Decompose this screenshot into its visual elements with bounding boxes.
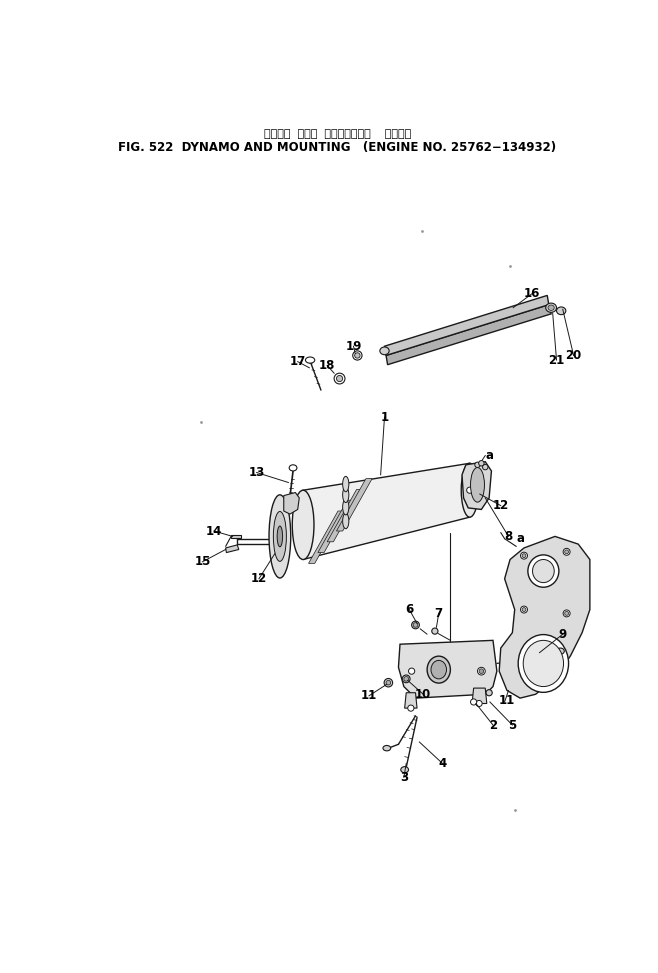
Ellipse shape [353, 351, 362, 360]
Text: 3: 3 [400, 771, 408, 784]
Polygon shape [384, 296, 549, 355]
Ellipse shape [355, 353, 360, 358]
Text: 9: 9 [559, 628, 567, 640]
Ellipse shape [545, 304, 557, 312]
Ellipse shape [523, 640, 563, 687]
Ellipse shape [467, 487, 473, 493]
Polygon shape [318, 500, 353, 553]
Text: 20: 20 [565, 349, 582, 362]
Ellipse shape [412, 621, 419, 629]
Text: 5: 5 [508, 718, 517, 732]
Ellipse shape [475, 462, 480, 467]
Ellipse shape [557, 306, 566, 314]
Ellipse shape [482, 464, 488, 470]
Ellipse shape [522, 554, 526, 558]
Text: 12: 12 [251, 572, 267, 586]
Ellipse shape [343, 499, 349, 515]
Text: 6: 6 [405, 603, 413, 616]
Text: a: a [517, 532, 524, 545]
Ellipse shape [532, 559, 554, 583]
Text: 17: 17 [290, 355, 306, 368]
Ellipse shape [427, 656, 450, 683]
Ellipse shape [557, 648, 565, 654]
Ellipse shape [431, 661, 447, 679]
Ellipse shape [520, 606, 528, 613]
Text: 12: 12 [493, 499, 509, 512]
Ellipse shape [404, 676, 409, 681]
Ellipse shape [520, 553, 528, 559]
Polygon shape [462, 462, 492, 510]
Polygon shape [226, 545, 239, 553]
Text: 11: 11 [499, 694, 515, 707]
Polygon shape [499, 536, 590, 698]
Ellipse shape [476, 701, 482, 706]
Text: 11: 11 [361, 689, 377, 703]
Ellipse shape [409, 668, 415, 674]
Ellipse shape [343, 477, 349, 491]
Text: 10: 10 [415, 688, 432, 701]
Ellipse shape [470, 699, 477, 705]
Ellipse shape [273, 512, 286, 561]
Ellipse shape [336, 376, 343, 381]
Ellipse shape [478, 460, 484, 466]
Ellipse shape [519, 634, 569, 693]
Text: 15: 15 [194, 556, 211, 568]
Ellipse shape [334, 374, 345, 384]
Polygon shape [327, 489, 363, 542]
Text: a: a [485, 450, 494, 462]
Text: ダイナモ  および  マウンティング    適用号機: ダイナモ および マウンティング 適用号機 [264, 128, 411, 139]
Ellipse shape [413, 623, 418, 628]
Polygon shape [472, 688, 487, 703]
Text: 19: 19 [345, 340, 362, 353]
Polygon shape [303, 463, 470, 559]
Ellipse shape [305, 357, 315, 363]
Ellipse shape [408, 705, 414, 711]
Polygon shape [386, 305, 551, 365]
Text: 8: 8 [505, 530, 513, 543]
Ellipse shape [461, 463, 478, 518]
Ellipse shape [565, 611, 569, 615]
Polygon shape [399, 640, 497, 698]
Ellipse shape [528, 555, 559, 588]
Ellipse shape [432, 628, 438, 634]
Text: 4: 4 [438, 757, 447, 770]
Ellipse shape [277, 526, 282, 547]
Text: 7: 7 [435, 607, 443, 620]
Text: 14: 14 [206, 524, 222, 537]
Ellipse shape [343, 487, 349, 502]
Text: 21: 21 [548, 353, 565, 367]
Ellipse shape [479, 668, 484, 673]
Text: 1: 1 [380, 411, 389, 423]
Ellipse shape [486, 690, 492, 696]
Ellipse shape [478, 667, 485, 675]
Ellipse shape [383, 745, 391, 751]
Polygon shape [284, 492, 299, 514]
Text: 16: 16 [524, 287, 540, 301]
Ellipse shape [565, 550, 569, 554]
Text: 13: 13 [249, 466, 265, 479]
Ellipse shape [343, 514, 349, 528]
Ellipse shape [269, 495, 291, 578]
Ellipse shape [522, 607, 526, 611]
Ellipse shape [401, 767, 409, 773]
Text: 2: 2 [489, 718, 497, 732]
Polygon shape [231, 535, 241, 538]
Polygon shape [405, 693, 417, 708]
Ellipse shape [470, 467, 484, 502]
Ellipse shape [380, 347, 389, 355]
Ellipse shape [563, 610, 570, 617]
Ellipse shape [402, 675, 410, 683]
Ellipse shape [386, 680, 391, 685]
Ellipse shape [289, 465, 297, 471]
Text: 18: 18 [319, 359, 336, 372]
Polygon shape [309, 511, 344, 563]
Ellipse shape [384, 678, 393, 687]
Ellipse shape [563, 549, 570, 556]
Text: FIG. 522  DYNAMO AND MOUNTING   (ENGINE NO. 25762−134932): FIG. 522 DYNAMO AND MOUNTING (ENGINE NO.… [118, 141, 556, 154]
Ellipse shape [292, 490, 314, 559]
Polygon shape [336, 479, 372, 531]
Ellipse shape [548, 305, 554, 310]
